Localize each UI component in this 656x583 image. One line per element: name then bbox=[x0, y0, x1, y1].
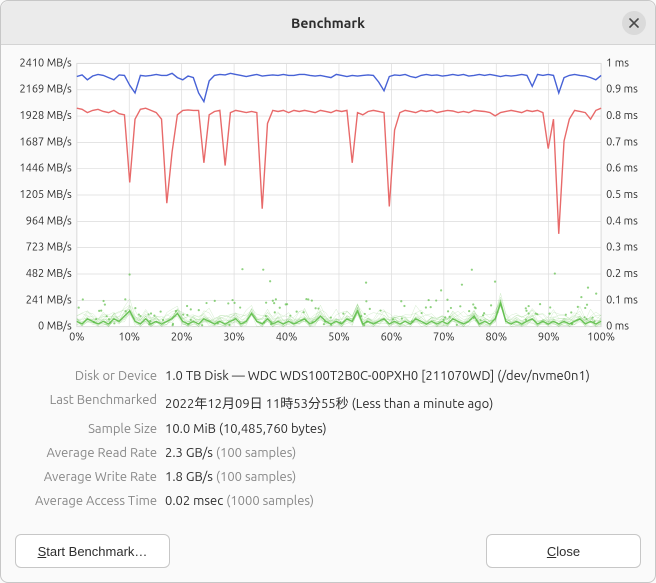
svg-text:964 MB/s: 964 MB/s bbox=[26, 215, 72, 227]
avg-access-sub: (1000 samples) bbox=[226, 494, 314, 508]
avg-read-label: Average Read Rate bbox=[17, 446, 157, 460]
window-title: Benchmark bbox=[291, 15, 365, 31]
window-close-button[interactable] bbox=[622, 11, 646, 35]
close-label-rest: lose bbox=[556, 544, 580, 559]
info-grid: Disk or Device 1.0 TB Disk — WDC WDS100T… bbox=[15, 365, 641, 522]
svg-text:90%: 90% bbox=[538, 332, 560, 344]
content-area: 0 MB/s0 ms241 MB/s0.1 ms482 MB/s0.2 ms72… bbox=[1, 45, 655, 582]
svg-text:1446 MB/s: 1446 MB/s bbox=[20, 163, 73, 175]
svg-text:80%: 80% bbox=[485, 332, 507, 344]
titlebar: Benchmark bbox=[1, 1, 655, 45]
svg-text:40%: 40% bbox=[276, 332, 298, 344]
svg-text:10%: 10% bbox=[118, 332, 140, 344]
avg-read-sub: (100 samples) bbox=[216, 446, 296, 460]
svg-text:1928 MB/s: 1928 MB/s bbox=[20, 110, 73, 122]
sample-size-value: 10.0 MiB (10,485,760 bytes) bbox=[165, 422, 639, 436]
close-button[interactable]: Close bbox=[486, 534, 641, 568]
svg-text:20%: 20% bbox=[171, 332, 193, 344]
disk-device-value: 1.0 TB Disk — WDC WDS100T2B0C-00PXH0 [21… bbox=[165, 369, 639, 383]
svg-text:70%: 70% bbox=[433, 332, 455, 344]
svg-text:723 MB/s: 723 MB/s bbox=[26, 242, 72, 254]
avg-write-value: 1.8 GB/s (100 samples) bbox=[165, 470, 639, 484]
svg-text:30%: 30% bbox=[223, 332, 245, 344]
svg-text:2169 MB/s: 2169 MB/s bbox=[20, 84, 73, 96]
button-row: Start Benchmark… Close bbox=[15, 534, 641, 568]
avg-read-num: 2.3 GB/s bbox=[165, 446, 213, 460]
svg-text:100%: 100% bbox=[587, 332, 615, 344]
svg-text:482 MB/s: 482 MB/s bbox=[26, 268, 72, 280]
svg-text:0.5 ms: 0.5 ms bbox=[606, 189, 638, 201]
close-icon bbox=[629, 18, 639, 28]
svg-text:50%: 50% bbox=[328, 332, 350, 344]
sample-size-label: Sample Size bbox=[17, 422, 157, 436]
svg-text:60%: 60% bbox=[381, 332, 403, 344]
start-benchmark-button[interactable]: Start Benchmark… bbox=[15, 534, 170, 568]
avg-write-num: 1.8 GB/s bbox=[165, 470, 213, 484]
svg-text:0.9 ms: 0.9 ms bbox=[606, 84, 638, 96]
chart-svg: 0 MB/s0 ms241 MB/s0.1 ms482 MB/s0.2 ms72… bbox=[15, 55, 641, 353]
avg-read-value: 2.3 GB/s (100 samples) bbox=[165, 446, 639, 460]
svg-text:0.2 ms: 0.2 ms bbox=[606, 268, 638, 280]
avg-write-sub: (100 samples) bbox=[216, 470, 296, 484]
svg-text:0.4 ms: 0.4 ms bbox=[606, 215, 638, 227]
svg-text:1 ms: 1 ms bbox=[606, 57, 629, 69]
svg-text:0%: 0% bbox=[69, 332, 84, 344]
svg-text:0.1 ms: 0.1 ms bbox=[606, 294, 638, 306]
start-label-rest: tart Benchmark… bbox=[46, 544, 147, 559]
svg-text:0.3 ms: 0.3 ms bbox=[606, 242, 638, 254]
svg-text:1205 MB/s: 1205 MB/s bbox=[20, 189, 73, 201]
last-benchmarked-label: Last Benchmarked bbox=[17, 393, 157, 412]
avg-access-value: 0.02 msec (1000 samples) bbox=[165, 494, 639, 508]
disk-device-label: Disk or Device bbox=[17, 369, 157, 383]
svg-text:0.6 ms: 0.6 ms bbox=[606, 163, 638, 175]
benchmark-window: Benchmark 0 MB/s0 ms241 MB/s0.1 ms482 MB… bbox=[0, 0, 656, 583]
last-benchmarked-value: 2022年12月09日 11時53分55秒 (Less than a minut… bbox=[165, 393, 639, 412]
svg-text:241 MB/s: 241 MB/s bbox=[26, 294, 72, 306]
avg-access-num: 0.02 msec bbox=[165, 494, 223, 508]
svg-text:1687 MB/s: 1687 MB/s bbox=[20, 136, 73, 148]
avg-write-label: Average Write Rate bbox=[17, 470, 157, 484]
avg-access-label: Average Access Time bbox=[17, 494, 157, 508]
svg-text:0.7 ms: 0.7 ms bbox=[606, 136, 638, 148]
benchmark-chart: 0 MB/s0 ms241 MB/s0.1 ms482 MB/s0.2 ms72… bbox=[15, 55, 641, 353]
svg-text:0 MB/s: 0 MB/s bbox=[38, 321, 72, 333]
svg-text:0.8 ms: 0.8 ms bbox=[606, 110, 638, 122]
svg-text:2410 MB/s: 2410 MB/s bbox=[20, 57, 73, 69]
